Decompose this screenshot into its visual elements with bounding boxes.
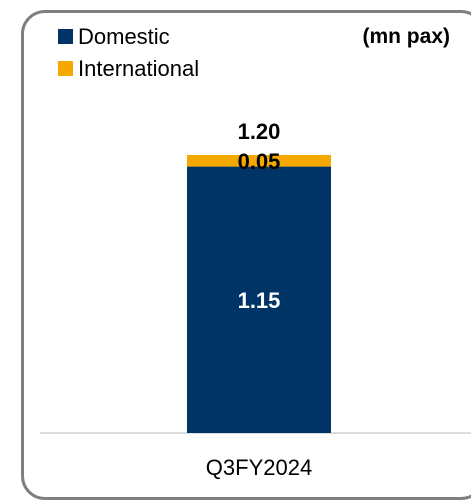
legend-swatch-international: [58, 61, 73, 76]
bar-total-label: 1.20: [238, 119, 281, 144]
legend-swatch-domestic: [58, 29, 73, 44]
legend-label-domestic: Domestic: [78, 24, 170, 49]
bar-segment-international: [187, 155, 331, 167]
stacked-bar-chart: Domestic International (mn pax) 1.15 0.0…: [40, 24, 471, 480]
bar-segment-domestic: [187, 166, 331, 434]
x-tick-label: Q3FY2024: [206, 455, 312, 480]
unit-label: (mn pax): [362, 25, 450, 48]
legend-label-international: International: [78, 56, 199, 81]
bar-label-international: 0.05: [238, 149, 281, 174]
legend: Domestic International: [58, 24, 199, 81]
bar-label-domestic: 1.15: [238, 288, 281, 313]
